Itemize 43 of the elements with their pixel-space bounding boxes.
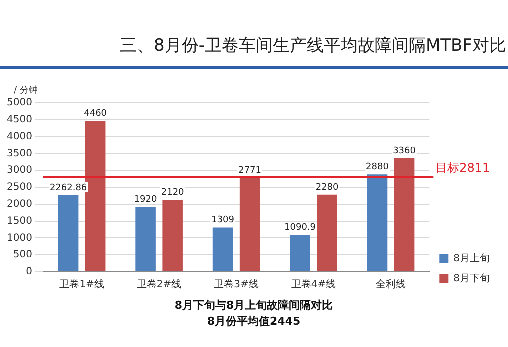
x-tick-label: 卫卷2#线 xyxy=(136,278,182,291)
text: 8月下旬与8月上旬故障间隔对比 xyxy=(174,298,334,313)
x-tick-label: 卫卷3#线 xyxy=(214,278,259,291)
legend-label: 8月上旬 xyxy=(454,252,490,265)
bar xyxy=(317,194,338,272)
bar xyxy=(85,121,106,272)
x-tick-label: 全利线 xyxy=(376,278,406,291)
bar xyxy=(394,158,415,272)
data-label: 1090.9 xyxy=(284,222,316,233)
data-label: 2262.86 xyxy=(50,183,88,194)
bar xyxy=(212,228,234,272)
y-tick-label: 500 xyxy=(13,250,32,261)
data-label: 1920 xyxy=(134,194,158,205)
bar xyxy=(367,174,388,272)
y-axis-title: / 分钟 xyxy=(14,84,38,97)
bar xyxy=(58,196,79,272)
y-tick-label: 1500 xyxy=(6,216,32,227)
y-tick-label: 3500 xyxy=(6,148,32,160)
legend-label: 8月下旬 xyxy=(454,272,490,285)
bar xyxy=(162,200,183,272)
y-tick-label: 2500 xyxy=(6,182,32,194)
bar xyxy=(290,235,310,272)
data-label: 1309 xyxy=(212,216,235,226)
text: 8月份平均值2445 xyxy=(206,314,302,329)
data-label: 4460 xyxy=(84,109,108,120)
data-label: 2771 xyxy=(238,166,262,176)
chart-title: 三、8月份-卫卷车间生产线平均故障间隔MTBF对比 xyxy=(120,35,506,57)
y-tick-label: 1000 xyxy=(6,232,32,244)
bar xyxy=(240,178,260,272)
data-label: 2120 xyxy=(161,188,185,198)
y-tick-label: 4500 xyxy=(6,114,32,126)
data-label: 2880 xyxy=(366,162,390,172)
bar xyxy=(136,207,156,272)
y-tick-label: 3000 xyxy=(6,165,32,176)
y-tick-label: 0 xyxy=(26,266,32,278)
data-label: 2280 xyxy=(316,182,340,193)
x-tick-label: 卫卷1#线 xyxy=(60,278,104,291)
x-tick-label: 卫卷4#线 xyxy=(291,278,336,291)
ref-line-label: 目标2811 xyxy=(436,161,490,176)
y-tick-label: 2000 xyxy=(6,198,32,210)
data-label: 3360 xyxy=(393,146,416,156)
y-tick-label: 4000 xyxy=(6,131,32,142)
y-tick-label: 5000 xyxy=(6,98,32,109)
